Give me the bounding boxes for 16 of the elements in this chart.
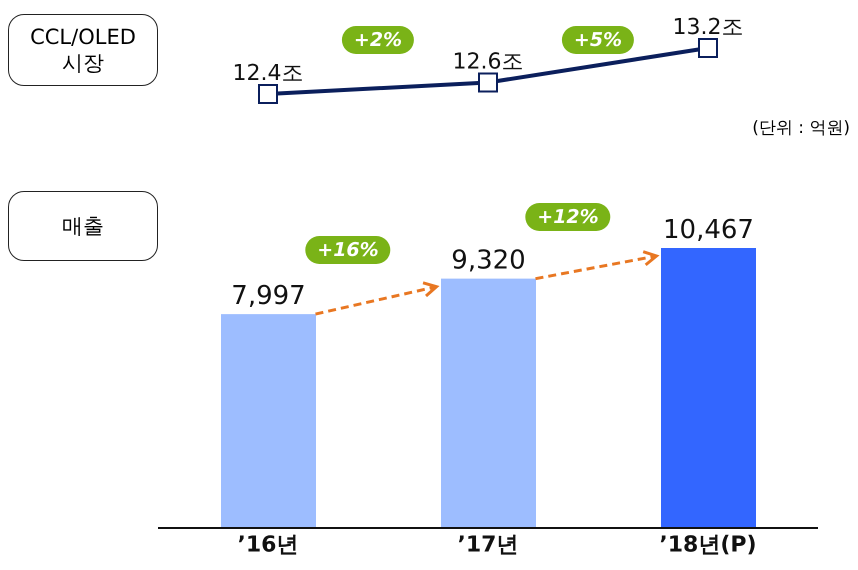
annotation: +2% (342, 26, 414, 54)
data-label: 9,320 (451, 246, 526, 276)
data-label: 12.6조 (452, 50, 524, 74)
x-tick-label: ’17년 (458, 532, 518, 558)
chart-title: 매출 (8, 191, 158, 261)
data-label: 12.4조 (232, 61, 304, 86)
annotation: +5% (562, 26, 634, 54)
x-tick-label: ’18년(P) (659, 532, 757, 558)
text: (단위 : 억원) (752, 117, 850, 139)
chart-title: CCL/OLED 시장 (8, 14, 158, 86)
data-label: 7,997 (231, 281, 306, 312)
x-tick-label: ’16년 (238, 532, 298, 558)
annotation: +16% (305, 236, 391, 264)
data-label: 10,467 (663, 215, 754, 245)
text: +12% (525, 203, 611, 232)
data-label: 13.2조 (672, 15, 744, 40)
